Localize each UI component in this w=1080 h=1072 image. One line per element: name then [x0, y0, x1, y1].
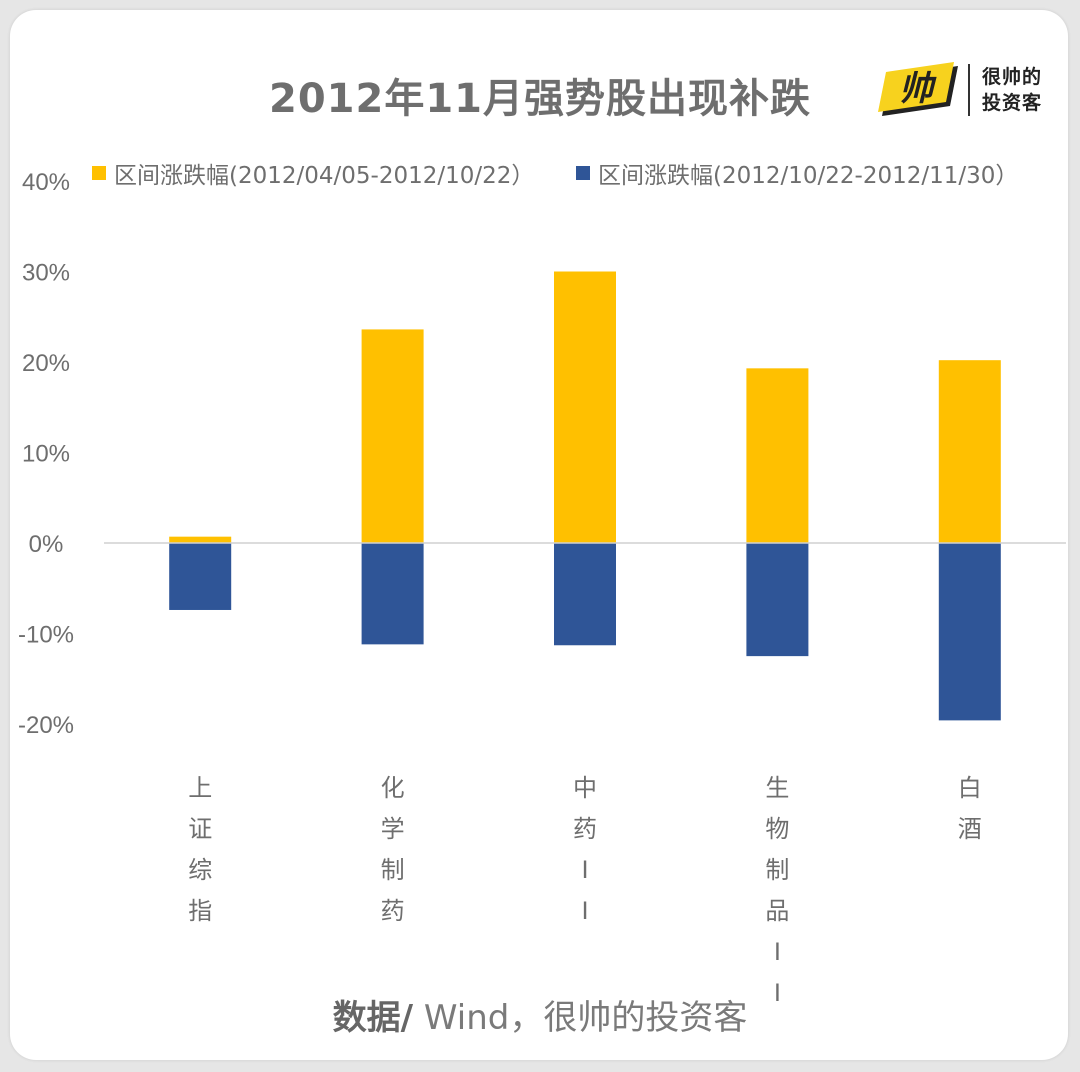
y-tick-label: 0% — [29, 531, 64, 558]
legend-label-series-2: 区间涨跌幅(2012/10/22-2012/11/30） — [598, 163, 1019, 189]
y-tick-label: 20% — [22, 350, 70, 377]
bar-series-1 — [169, 536, 232, 543]
chart-title: 2012年11月强势股出现补跌 — [269, 76, 811, 122]
y-tick-label: 30% — [22, 260, 70, 287]
legend-label-series-1: 区间涨跌幅(2012/04/05-2012/10/22） — [114, 163, 535, 189]
x-tick-label: 上证综指 — [188, 774, 212, 925]
y-tick-label: 10% — [22, 441, 70, 468]
bar-series-2 — [554, 543, 616, 646]
bar-series-2 — [361, 543, 424, 645]
brand-name-line1: 很帅的 — [982, 66, 1043, 88]
source-label: 数据/ — [332, 998, 414, 1038]
bar-series-1 — [938, 360, 1001, 543]
bar-series-1 — [746, 368, 809, 543]
logo-divider — [968, 64, 970, 116]
legend-swatch-series-1 — [92, 166, 106, 180]
x-tick-label: 白酒 — [958, 774, 982, 843]
x-tick-label: 生物制品 I I — [765, 774, 789, 1007]
chart-card — [10, 10, 1068, 1060]
bar-series-2 — [746, 543, 809, 657]
bar-series-2 — [938, 543, 1001, 721]
legend-swatch-series-2 — [576, 166, 590, 180]
x-tick-label: 中药 I I — [573, 774, 597, 925]
legend-item-series-2: 区间涨跌幅(2012/10/22-2012/11/30） — [576, 156, 1018, 190]
legend: 区间涨跌幅(2012/04/05-2012/10/22） 区间涨跌幅(2012/… — [0, 156, 1080, 190]
bar-series-1 — [554, 271, 616, 543]
source-text: Wind，很帅的投资客 — [413, 998, 748, 1038]
bar-series-2 — [169, 543, 232, 610]
bar-series-1 — [361, 329, 424, 543]
y-tick-label: 40% — [22, 169, 70, 196]
brand-name-line2: 投资客 — [982, 92, 1043, 114]
brand-mark-icon: 帅 — [878, 62, 958, 116]
source-note: 数据/ Wind，很帅的投资客 — [0, 990, 1080, 1039]
x-tick-label: 化学制药 — [381, 774, 405, 925]
y-tick-label: -20% — [18, 712, 74, 739]
y-tick-label: -10% — [18, 622, 74, 649]
brand-logo: 帅 很帅的 投资客 — [874, 62, 1064, 122]
legend-item-series-1: 区间涨跌幅(2012/04/05-2012/10/22） — [92, 156, 534, 190]
brand-name: 很帅的 投资客 — [982, 64, 1062, 116]
brand-mark-text: 帅 — [899, 69, 937, 109]
